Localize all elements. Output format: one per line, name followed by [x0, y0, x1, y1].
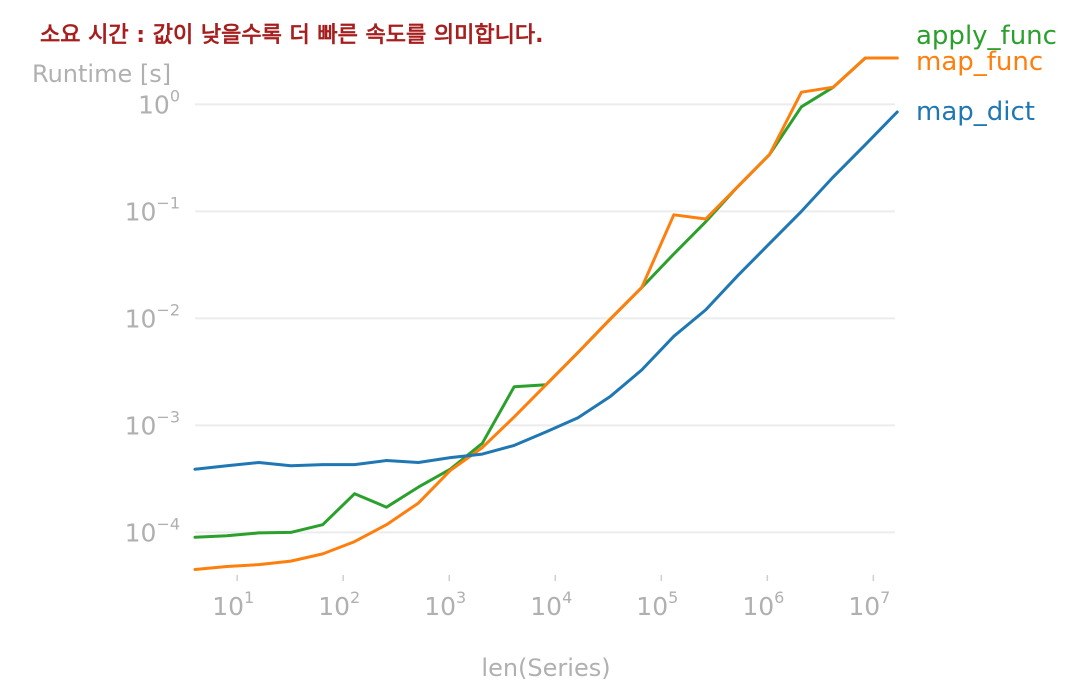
x-tick-base: 10 — [424, 592, 456, 621]
y-tick-exponent: −2 — [156, 300, 180, 319]
x-tick-label: 104 — [530, 588, 572, 621]
x-tick-exponent: 2 — [350, 588, 360, 607]
y-tick-base: 10 — [125, 518, 157, 547]
grid — [195, 103, 895, 534]
y-axis-title: Runtime [s] — [32, 60, 171, 88]
x-tick-base: 10 — [530, 592, 562, 621]
y-tick-label: 10−2 — [125, 300, 180, 333]
y-tick-base: 10 — [138, 90, 170, 119]
x-tick-label: 105 — [636, 588, 678, 621]
y-tick-label: 10−1 — [125, 193, 180, 226]
y-tick-label: 100 — [138, 86, 180, 119]
x-tick-exponent: 6 — [774, 588, 784, 607]
x-tick-label: 102 — [318, 588, 360, 621]
y-tick-exponent: 0 — [170, 86, 180, 105]
x-tick-exponent: 3 — [456, 588, 466, 607]
x-tick-base: 10 — [212, 592, 244, 621]
x-tick-label: 103 — [424, 588, 466, 621]
y-tick-base: 10 — [125, 304, 157, 333]
series-line-map_func — [193, 56, 899, 571]
y-tick-base: 10 — [125, 197, 157, 226]
y-tick-exponent: −1 — [156, 193, 180, 212]
x-tick-label: 101 — [212, 588, 254, 621]
x-tick-exponent: 7 — [880, 588, 890, 607]
y-tick-label: 10−4 — [125, 514, 180, 547]
series-lines — [193, 56, 899, 571]
x-tick-labels: 101 102 103 104 105 106 107 — [212, 575, 890, 621]
y-tick-exponent: −3 — [156, 407, 180, 426]
x-tick-exponent: 1 — [244, 588, 254, 607]
y-tick-label: 10−3 — [125, 407, 180, 440]
legend-label-map_dict: map_dict — [916, 97, 1035, 127]
x-tick-base: 10 — [848, 592, 880, 621]
chart-title: 소요 시간 : 값이 낮을수록 더 빠른 속도를 의미합니다. — [40, 22, 543, 48]
x-tick-exponent: 5 — [668, 588, 678, 607]
x-axis-title: len(Series) — [481, 654, 610, 682]
legend-label-apply_func: apply_func — [916, 21, 1057, 51]
legend-label-map_func: map_func — [916, 47, 1043, 77]
y-tick-exponent: −4 — [156, 514, 180, 533]
x-tick-exponent: 4 — [562, 588, 572, 607]
x-tick-base: 10 — [636, 592, 668, 621]
x-tick-label: 106 — [742, 588, 784, 621]
y-tick-base: 10 — [125, 411, 157, 440]
x-tick-base: 10 — [742, 592, 774, 621]
series-line-map_dict — [193, 110, 899, 471]
x-tick-label: 107 — [848, 588, 890, 621]
x-tick-base: 10 — [318, 592, 350, 621]
